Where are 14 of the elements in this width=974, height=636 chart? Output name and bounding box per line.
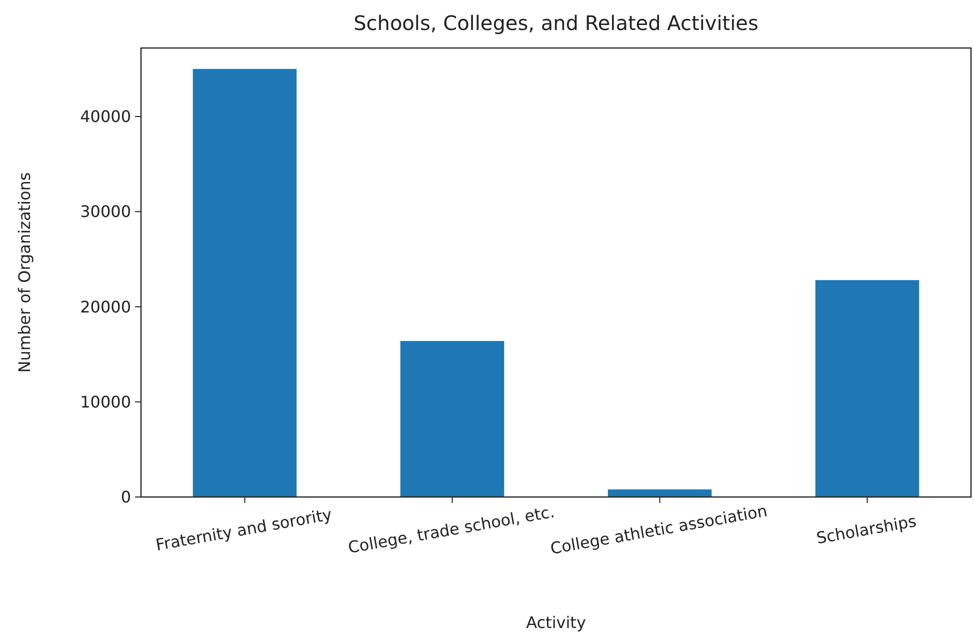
y-tick-label: 20000	[80, 297, 131, 316]
bar	[815, 280, 920, 497]
x-tick-label: Scholarships	[814, 511, 918, 548]
y-axis-title: Number of Organizations	[15, 172, 34, 373]
chart-title: Schools, Colleges, and Related Activities	[354, 11, 758, 35]
x-axis-title: Activity	[526, 613, 586, 632]
y-tick-label: 10000	[80, 392, 131, 412]
y-tick-label: 30000	[80, 202, 131, 222]
y-tick-label: 0	[120, 488, 131, 507]
bar	[400, 340, 504, 497]
y-tick-label: 40000	[80, 107, 131, 126]
x-tick-label: Fraternity and sorority	[154, 504, 334, 554]
bar	[192, 68, 297, 497]
bar	[608, 489, 712, 497]
